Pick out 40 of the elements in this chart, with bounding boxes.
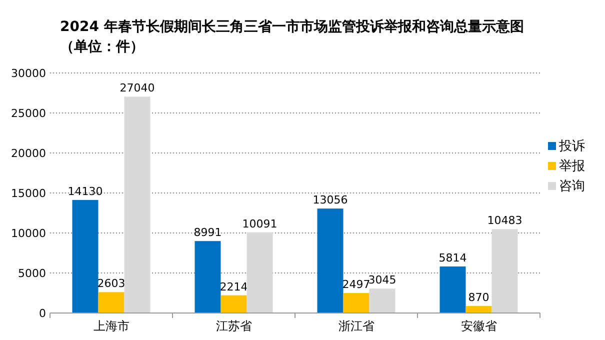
bar — [466, 306, 492, 313]
bar — [124, 96, 150, 313]
bar — [440, 266, 466, 313]
y-tick-label: 25000 — [11, 107, 46, 120]
data-label: 27040 — [120, 82, 155, 95]
data-label: 3045 — [368, 274, 396, 287]
data-label: 8991 — [194, 226, 222, 240]
x-tick-label: 安徽省 — [460, 319, 497, 333]
x-tick-label: 江苏省 — [216, 319, 252, 333]
legend-label: 咨询 — [559, 179, 585, 194]
bar — [98, 292, 124, 313]
bar — [194, 241, 221, 313]
data-label: 13056 — [312, 194, 348, 207]
data-label: 10483 — [487, 214, 522, 228]
data-label: 2603 — [97, 277, 126, 290]
bar — [246, 232, 273, 313]
data-label: 10091 — [242, 217, 278, 230]
legend-label: 举报 — [559, 159, 585, 174]
y-tick-label: 0 — [39, 307, 46, 320]
y-tick-label: 30000 — [11, 67, 46, 80]
chart-title: 2024 年春节长假期间长三角三省一市市场监管投诉举报和咨询总量示意图 — [60, 18, 524, 35]
y-tick-label: 5000 — [18, 267, 46, 280]
data-label: 870 — [468, 291, 490, 304]
legend-label: 投诉 — [558, 139, 585, 154]
chart-subtitle: （单位：件） — [60, 39, 144, 55]
y-tick-label: 15000 — [11, 187, 46, 200]
data-label: 5814 — [438, 251, 467, 264]
x-tick-label: 浙江省 — [338, 319, 374, 333]
data-label: 2497 — [342, 278, 370, 292]
y-tick-label: 10000 — [11, 227, 46, 240]
bar — [369, 288, 396, 313]
bar — [220, 295, 247, 313]
bar — [72, 200, 98, 313]
bar — [343, 293, 370, 313]
bar — [492, 229, 518, 313]
bar — [317, 208, 344, 313]
x-tick-label: 上海市 — [93, 319, 130, 333]
y-tick-label: 20000 — [11, 147, 46, 160]
data-label: 2214 — [220, 280, 248, 294]
data-label: 14130 — [68, 184, 103, 198]
